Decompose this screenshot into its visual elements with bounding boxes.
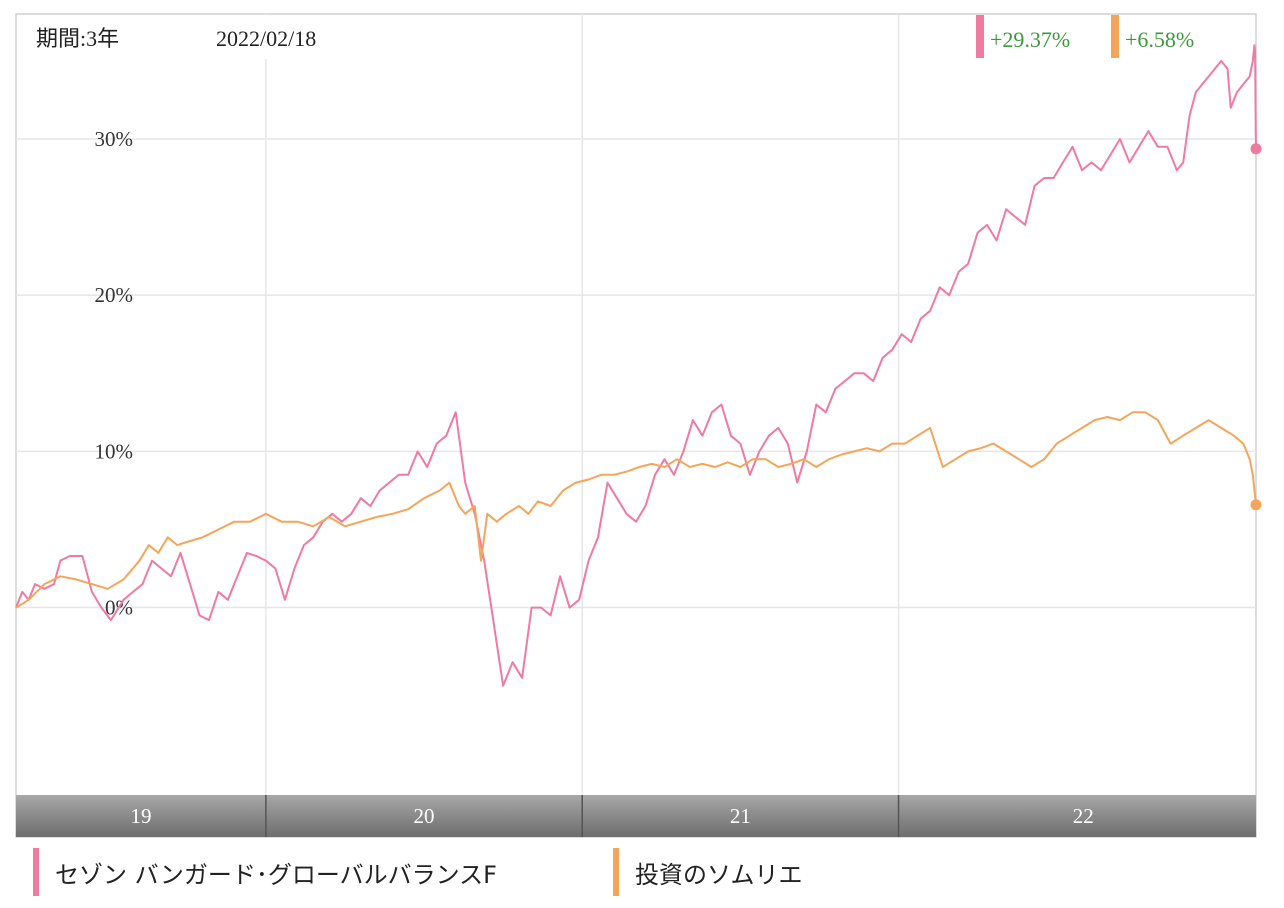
- series-endpoint-0: [1250, 143, 1262, 155]
- legend-label-sommelier: 投資のソムリエ: [635, 860, 803, 889]
- series-lines: [15, 44, 1262, 687]
- legend-item-sommelier: 投資のソムリエ: [613, 846, 803, 898]
- y-tick-labels: 0%10%20%30%: [95, 127, 134, 620]
- series-line-0: [15, 44, 1257, 687]
- header-band: [17, 15, 365, 59]
- legend-swatch-sommelier: [613, 848, 619, 896]
- legend-label-seizon: セゾン バンガード･グローバルバランスF: [55, 860, 497, 889]
- year-label-20: 20: [414, 804, 435, 828]
- return-sommelier: +6.58%: [1125, 27, 1194, 52]
- period-label: 期間:3年: [36, 26, 119, 51]
- return-badges: +29.37% +6.58%: [976, 15, 1194, 58]
- y-tick-label: 20%: [95, 283, 134, 307]
- x-axis-band: [16, 795, 1256, 837]
- series-endpoint-1: [1250, 499, 1262, 511]
- year-label-21: 21: [730, 804, 751, 828]
- year-label-19: 19: [130, 804, 151, 828]
- x-axis-year-labels: 19 20 21 22: [130, 795, 1094, 837]
- legend-item-seizon: セゾン バンガード･グローバルバランスF: [33, 846, 497, 898]
- y-tick-label: 10%: [95, 439, 134, 463]
- return-marker-seizon: [976, 15, 984, 58]
- comparison-chart: 期間:3年 2022/02/18 0%10%20%30% +29.37% +6.…: [15, 13, 1262, 838]
- legend: セゾン バンガード･グローバルバランスF 投資のソムリエ: [0, 846, 1284, 902]
- year-label-22: 22: [1073, 804, 1094, 828]
- return-seizon: +29.37%: [990, 27, 1070, 52]
- chart-date: 2022/02/18: [216, 26, 316, 51]
- y-tick-label: 30%: [95, 127, 134, 151]
- legend-swatch-seizon: [33, 848, 39, 896]
- return-marker-sommelier: [1111, 15, 1119, 58]
- series-line-1: [15, 411, 1257, 609]
- plot-area: [15, 13, 1257, 838]
- vertical-gridlines: [265, 14, 900, 795]
